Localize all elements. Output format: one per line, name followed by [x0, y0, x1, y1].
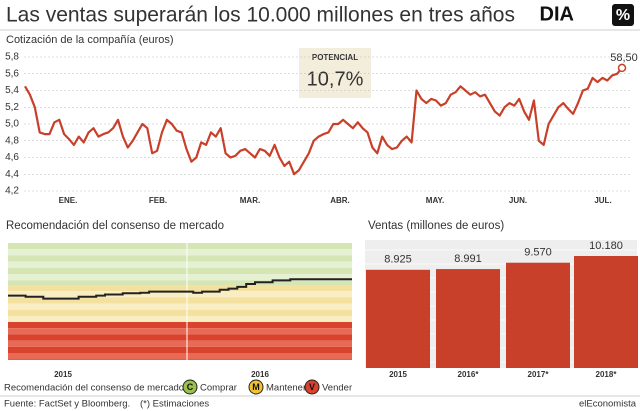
legend-icon [182, 379, 198, 395]
end-label: 58,50 [610, 52, 638, 64]
price-line [24, 67, 623, 176]
zone-stripe [8, 280, 352, 285]
x-tick-label: MAR. [240, 196, 260, 205]
x-tick-label: 2018* [596, 370, 618, 379]
zone-stripe [8, 309, 352, 316]
y-tick-label: 4,2 [5, 186, 19, 197]
legend-title: Recomendación del consenso de mercado: [4, 383, 187, 394]
zone-stripe [8, 346, 352, 353]
y-tick-label: 5,0 [5, 119, 19, 130]
zone-stripe [8, 316, 352, 322]
x-tick-label: 2015 [54, 370, 72, 379]
title: Las ventas superarán los 10.000 millones… [6, 4, 515, 27]
zone-stripe [8, 291, 352, 298]
brand: elEconomista [579, 399, 637, 410]
consensus-line [8, 278, 352, 300]
value-label: 10.180 [589, 240, 623, 252]
legend-label: Comprar [200, 383, 237, 394]
zone-stripe [8, 322, 352, 329]
value-label: 8.925 [384, 254, 412, 266]
y-tick-label: 5,6 [5, 68, 19, 79]
consensus-title: Recomendación del consenso de mercado [6, 220, 224, 232]
note: (*) Estimaciones [140, 399, 209, 410]
bar [574, 256, 638, 368]
x-tick-label: JUN. [509, 196, 527, 205]
legend-icon-label: M [252, 382, 260, 392]
zone-stripe [8, 267, 352, 274]
zone-stripe [8, 261, 352, 268]
x-tick-label: FEB. [149, 196, 167, 205]
legend-icon-label: C [187, 382, 194, 392]
end-point [617, 63, 627, 73]
y-tick-label: 4,6 [5, 152, 19, 163]
zone-stripe [8, 243, 352, 250]
x-tick-label: 2015 [389, 370, 407, 379]
zone-stripe [8, 297, 352, 304]
y-tick-label: 5,8 [5, 52, 19, 63]
bar [436, 269, 500, 368]
line-subtitle: Cotización de la compañía (euros) [6, 34, 174, 46]
value-label: 9.570 [524, 247, 552, 259]
legend-icon-label: V [309, 382, 315, 392]
x-tick-label: 2016 [251, 370, 269, 379]
x-tick-label: 2017* [528, 370, 550, 379]
legend-label: Mantener [266, 383, 306, 394]
annotation-title: POTENCIAL [312, 53, 358, 62]
logo: DIA [540, 3, 574, 25]
value-label: 8.991 [454, 253, 482, 265]
zone-stripe [8, 255, 352, 262]
zone-stripe [8, 353, 352, 360]
legend-icon [248, 379, 264, 395]
logo-icon-mark: % [616, 7, 630, 24]
zone-stripe [8, 303, 352, 310]
bar [366, 269, 430, 368]
logo-icon [612, 4, 634, 26]
y-tick-label: 4,4 [5, 169, 19, 180]
bar [506, 262, 570, 368]
y-tick-label: 4,8 [5, 135, 19, 146]
zone-stripe [8, 328, 352, 335]
annotation-box [299, 48, 371, 98]
x-tick-label: ENE. [59, 196, 78, 205]
x-tick-label: JUL. [594, 196, 611, 205]
zone-stripe [8, 359, 352, 360]
x-tick-label: ABR. [330, 196, 350, 205]
zone-stripe [8, 285, 352, 292]
sales-title: Ventas (millones de euros) [368, 220, 504, 232]
legend-icon [304, 379, 320, 395]
zone-stripe [8, 274, 352, 281]
zone-stripe [8, 249, 352, 256]
source: Fuente: FactSet y Bloomberg. [4, 399, 130, 410]
zone-stripe [8, 340, 352, 347]
y-tick-label: 5,4 [5, 85, 19, 96]
legend-label: Vender [322, 383, 352, 394]
x-tick-label: MAY. [426, 196, 444, 205]
annotation-value: 10,7% [307, 68, 364, 90]
y-tick-label: 5,2 [5, 102, 19, 113]
zone-stripe [8, 334, 352, 341]
x-tick-label: 2016* [458, 370, 480, 379]
